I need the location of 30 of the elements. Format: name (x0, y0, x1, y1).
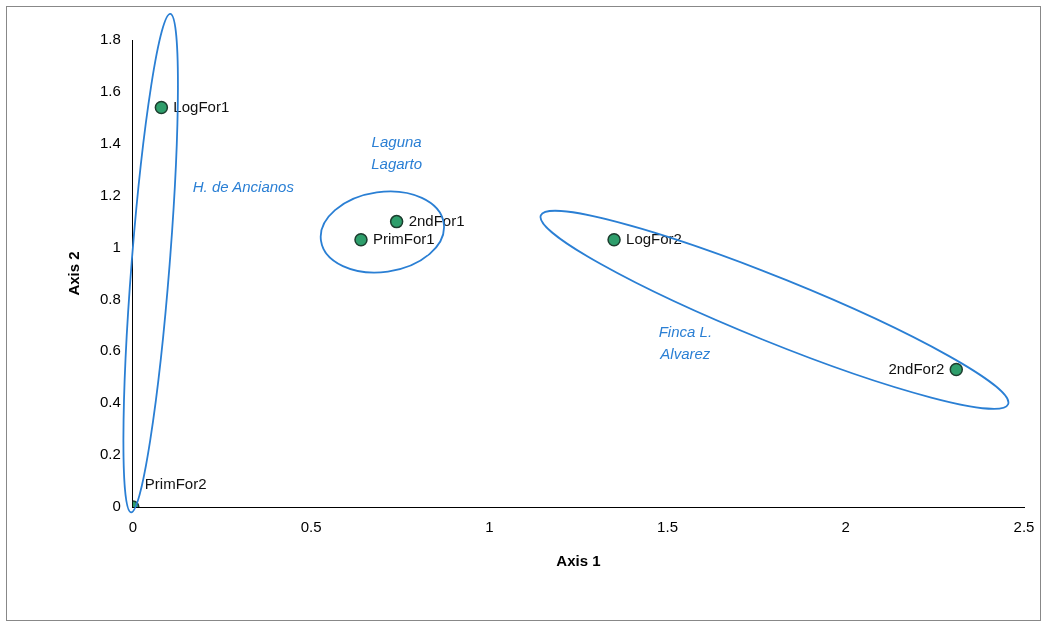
annotation: H. de Ancianos (192, 178, 295, 196)
x-tick-label: 2 (841, 518, 850, 536)
x-tick-label: 2.5 (1013, 518, 1035, 536)
y-tick-label: 0.8 (99, 289, 121, 307)
data-label: PrimFor2 (144, 475, 207, 493)
annotation: Laguna Lagarto (371, 133, 423, 173)
y-tick-label: 1.8 (99, 30, 121, 48)
point (354, 233, 368, 247)
x-tick-label: 1 (485, 518, 494, 536)
y-tick-label: 0 (112, 497, 121, 515)
data-label: 2ndFor2 (888, 359, 945, 377)
x-tick-label: 0.5 (300, 518, 322, 536)
x-axis-title: Axis 1 (556, 552, 601, 570)
y-tick-label: 1 (112, 237, 121, 255)
y-tick-label: 0.6 (99, 341, 121, 359)
y-tick-label: 0.2 (99, 445, 121, 463)
point (154, 100, 169, 115)
point (607, 233, 621, 247)
data-label: PrimFor1 (372, 229, 435, 247)
y-tick-label: 1.6 (99, 82, 121, 100)
point (949, 362, 964, 377)
data-label: LogFor2 (626, 229, 682, 247)
y-tick-label: 1.2 (99, 185, 121, 203)
x-tick-label: 1.5 (657, 518, 678, 536)
y-tick-label: 1.4 (99, 133, 121, 151)
y-tick-label: 0.4 (99, 393, 121, 411)
y-axis-title: Axis 2 (65, 251, 83, 296)
x-tick-label: 0 (128, 518, 138, 536)
point (389, 214, 404, 229)
annotation: Finca L. Alvarez (658, 322, 713, 362)
